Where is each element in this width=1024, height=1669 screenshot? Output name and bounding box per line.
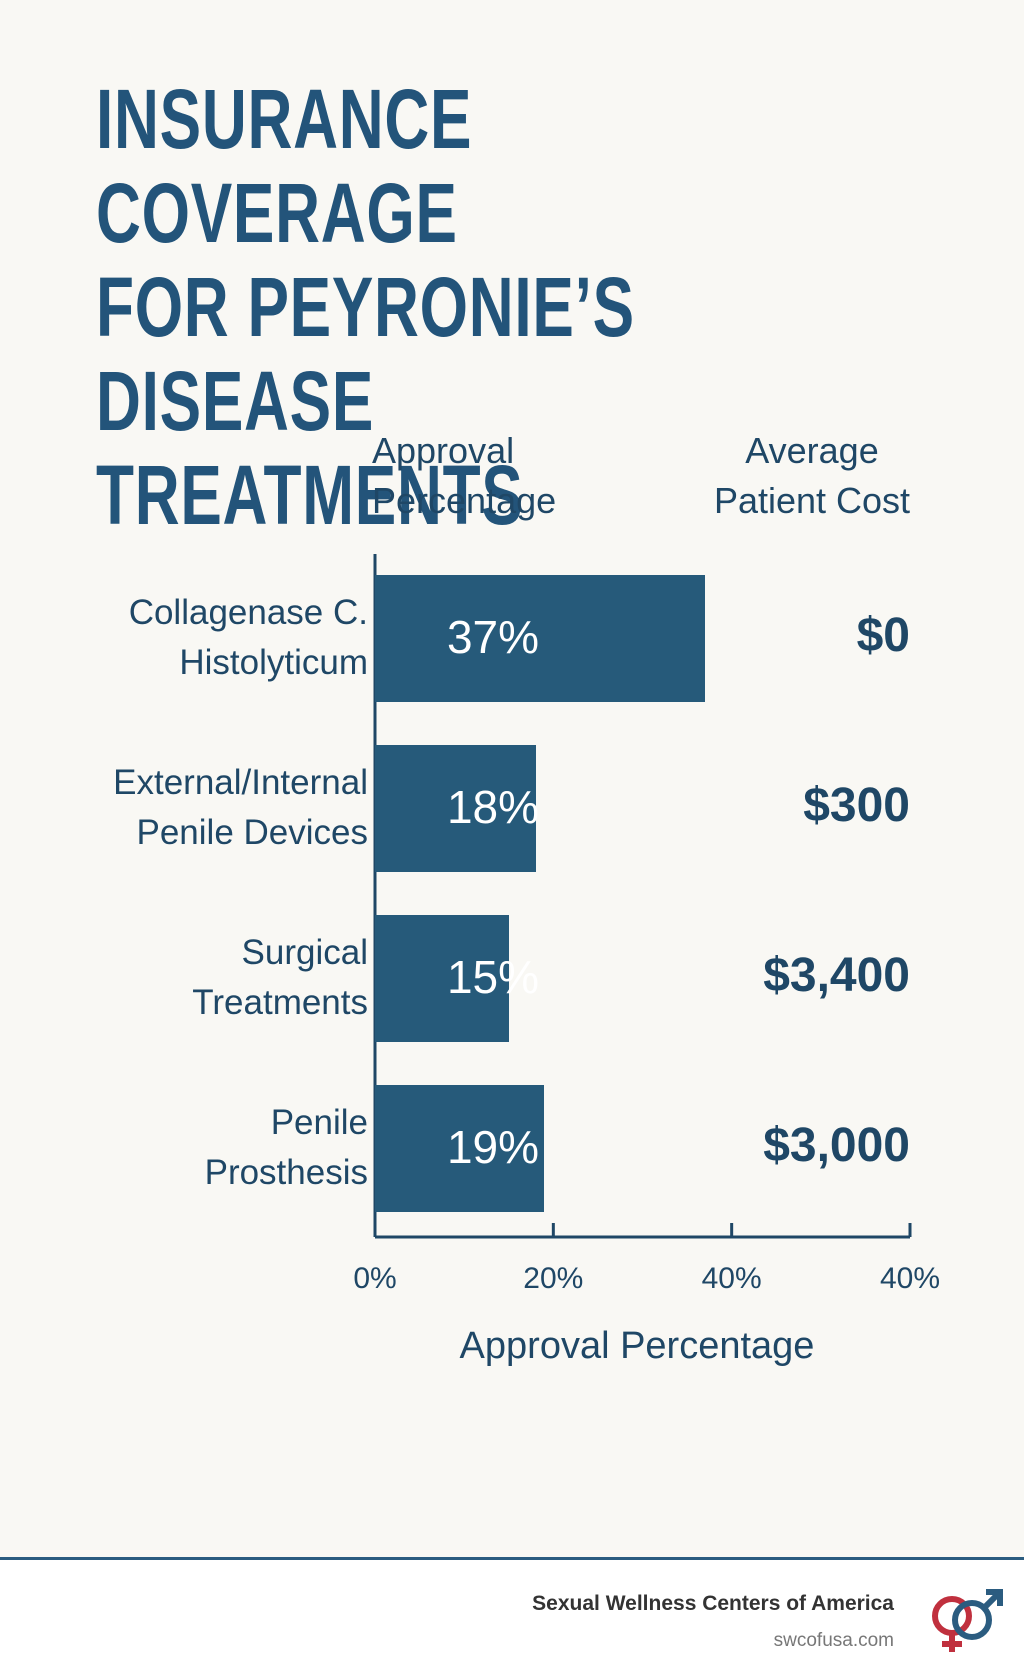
cost-label: $3,400 xyxy=(763,949,910,1002)
bar-label: 37% xyxy=(446,611,540,663)
bar-label: 15% xyxy=(446,951,540,1003)
x-tick-label: 20% xyxy=(523,1262,584,1295)
category-label: Penile Prosthesis xyxy=(204,1103,368,1192)
column-header: Average Patient Cost xyxy=(713,430,911,521)
x-tick-label: 40% xyxy=(879,1262,941,1295)
column-header: Approval Percentage xyxy=(372,430,557,521)
chart-title: INSURANCE COVERAGE FOR PEYRONIE’S DISEAS… xyxy=(96,72,635,542)
cost-label: $3,000 xyxy=(763,1119,910,1172)
category-label: Surgical Treatments xyxy=(192,933,368,1022)
bar xyxy=(375,914,509,1042)
logo xyxy=(932,1589,1003,1652)
bar xyxy=(375,744,536,872)
x-tick-label: 40% xyxy=(701,1262,762,1295)
bar-label: 19% xyxy=(446,1121,540,1173)
cost-label: $0 xyxy=(856,609,910,662)
cost-label: $300 xyxy=(803,779,910,832)
category-label: External/Internal Penile Devices xyxy=(113,763,368,852)
category-label: Collagenase C. Histolyticum xyxy=(128,593,368,682)
x-axis-title: Approval Percentage xyxy=(459,1325,815,1367)
bar xyxy=(375,574,705,702)
footer: Sexual Wellness Centers of America swcof… xyxy=(0,1557,1024,1669)
organization: Sexual Wellness Centers of America xyxy=(532,1592,894,1615)
bar-label: 18% xyxy=(446,781,540,833)
website: swcofusa.com xyxy=(773,1630,894,1651)
x-tick-label: 0% xyxy=(353,1262,397,1295)
bar xyxy=(375,1084,545,1212)
